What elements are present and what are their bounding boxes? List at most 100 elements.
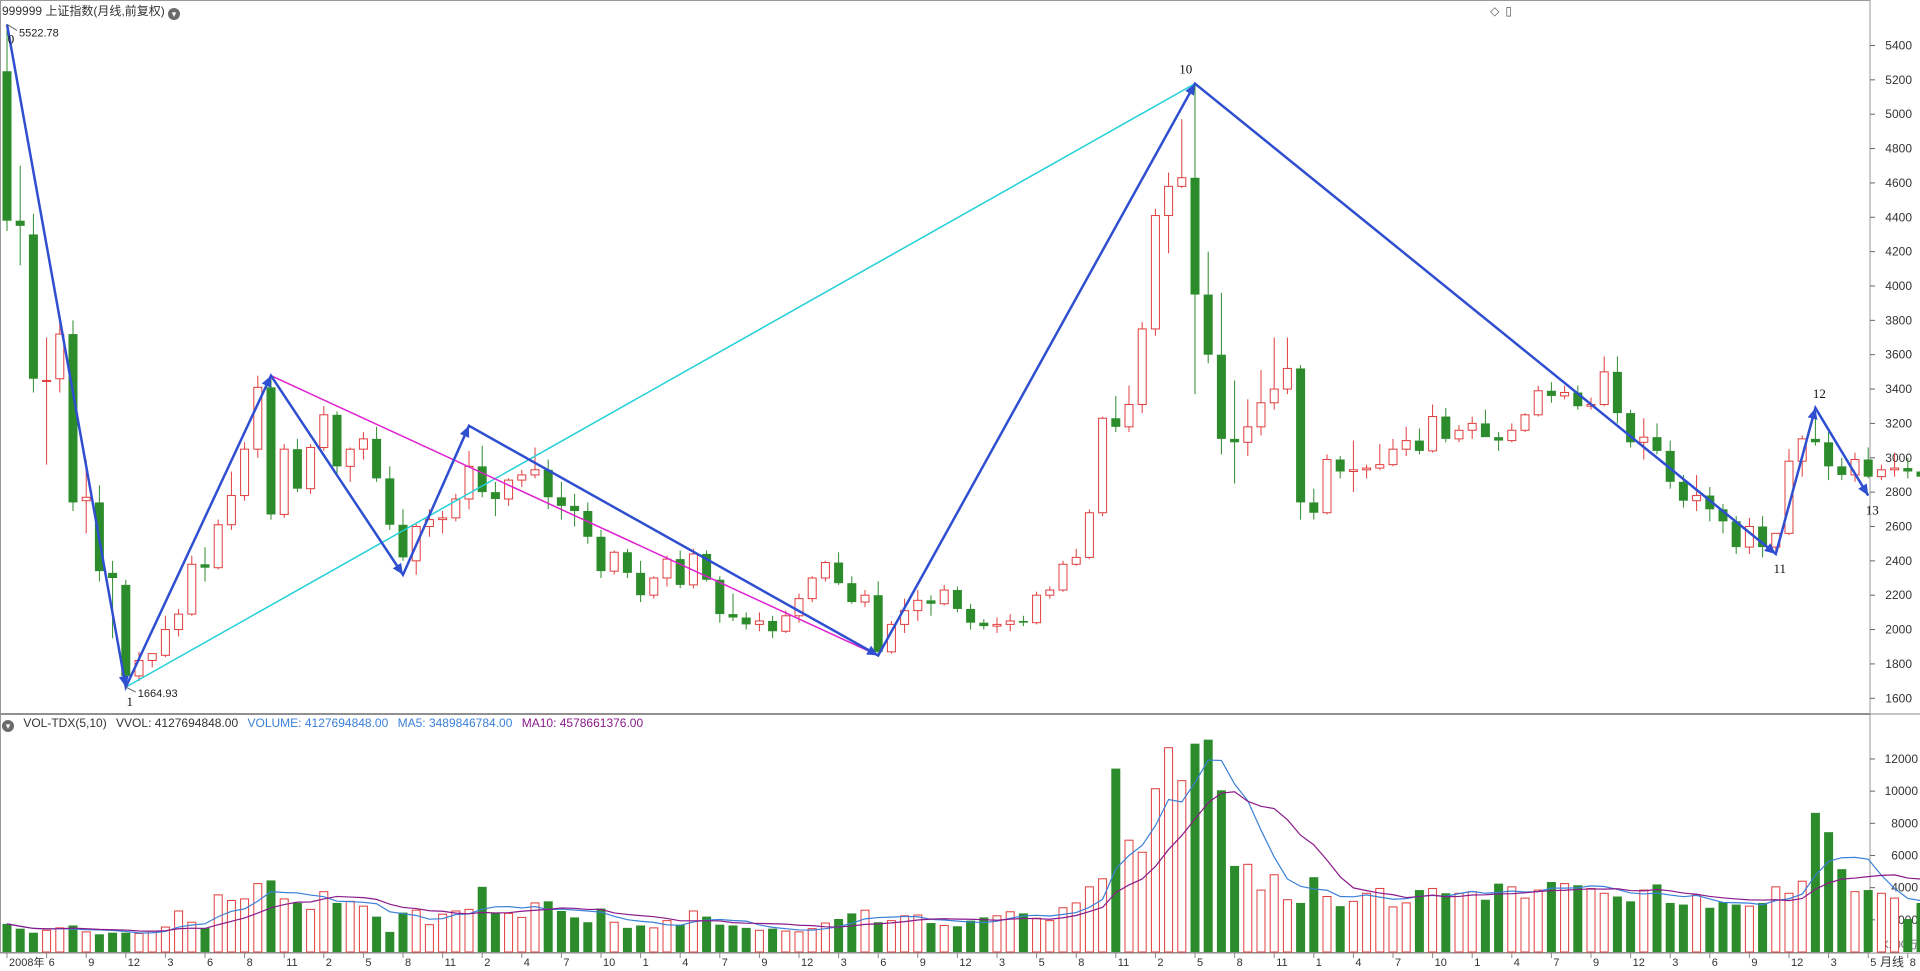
price-tick-label: 1600 xyxy=(1885,691,1912,705)
price-tick-label: 4800 xyxy=(1885,142,1912,156)
volume-bar-up xyxy=(1599,892,1609,953)
volume-bar-up xyxy=(992,915,1002,953)
wave-label: 10 xyxy=(1179,62,1192,77)
x-tick-label: 6 xyxy=(880,957,886,969)
volume-bar-up xyxy=(358,905,368,953)
volume-bar-down xyxy=(121,932,131,952)
x-tick-label: 6 xyxy=(207,957,213,969)
volume-bar-down xyxy=(332,902,342,952)
volume-bar-up xyxy=(174,910,184,953)
candle-body-down xyxy=(847,583,857,603)
volume-bar-down xyxy=(1111,768,1121,952)
x-tick-label: 4 xyxy=(1355,957,1361,969)
candle-body-down xyxy=(1705,495,1715,510)
annotation-pointer xyxy=(6,23,18,31)
x-tick-label: 3 xyxy=(1672,957,1678,969)
volume-bar-down xyxy=(292,902,302,952)
volume-bar-up xyxy=(886,920,896,953)
volume-bar-up xyxy=(1045,920,1055,953)
volume-bar-up xyxy=(451,910,461,953)
volume-bar-up xyxy=(464,908,474,953)
price-tick-label: 1800 xyxy=(1885,657,1912,671)
candle-body-up xyxy=(1639,436,1649,443)
candle-body-up xyxy=(1071,556,1081,565)
volume-bar-up xyxy=(1084,886,1094,953)
candle-body-down xyxy=(1678,481,1688,501)
volume-bar-up xyxy=(345,900,355,953)
candle-body-up xyxy=(820,562,830,579)
candle-body-up xyxy=(609,551,619,572)
volume-bar-up xyxy=(754,929,764,953)
volume-bar-up xyxy=(1428,887,1438,953)
candle-body-up xyxy=(992,623,1002,627)
volume-bar-down xyxy=(477,886,487,952)
title-dropdown-icon[interactable]: ▾ xyxy=(168,8,181,20)
candle-body-up xyxy=(345,448,355,467)
x-tick-label: 7 xyxy=(1395,957,1401,969)
candle-body-down xyxy=(1718,509,1728,522)
volume-bar-down xyxy=(1626,901,1636,952)
candle-body-up xyxy=(1177,177,1187,187)
volume-bar-down xyxy=(847,913,857,952)
candle-body-down xyxy=(1824,442,1834,467)
x-tick-label: 1 xyxy=(1316,957,1322,969)
volume-bar-up xyxy=(411,909,421,953)
candle-body-up xyxy=(1084,512,1094,558)
volume-bar-down xyxy=(728,925,738,952)
volume-bar-down xyxy=(583,922,593,952)
volume-bar-down xyxy=(1441,893,1451,952)
candle-body-down xyxy=(979,622,989,627)
x-tick-label: 3 xyxy=(999,957,1005,969)
x-tick-label: 5 xyxy=(1039,957,1045,969)
cyan-trend-line xyxy=(125,82,1196,688)
volume-bar-down xyxy=(94,934,104,952)
wave-arrowhead xyxy=(1858,483,1869,496)
candle-body-down xyxy=(1731,521,1741,548)
wave-label: 13 xyxy=(1866,503,1879,518)
price-tick-label: 4000 xyxy=(1885,279,1912,293)
volume-bar-down xyxy=(372,916,382,952)
candle-body-down xyxy=(675,559,685,585)
candle-body-down xyxy=(1494,437,1504,441)
window-icon[interactable]: ▯ xyxy=(1505,4,1512,18)
volume-bar-down xyxy=(398,912,408,952)
candle-body-up xyxy=(1876,469,1886,478)
candle-body-up xyxy=(306,446,316,490)
volume-bar-up xyxy=(1507,886,1517,953)
volume-bar-down xyxy=(1758,902,1768,952)
x-tick-label: 5 xyxy=(1197,957,1203,969)
candle-body-up xyxy=(1348,469,1358,473)
volume-dropdown-icon[interactable]: ▾ xyxy=(2,720,14,732)
volume-bar-down xyxy=(543,901,553,952)
volume-bar-up xyxy=(1639,889,1649,953)
candle-body-down xyxy=(1111,418,1121,427)
wave-arrowhead xyxy=(118,675,129,688)
volume-bar-down xyxy=(1863,890,1873,952)
volume-bar-up xyxy=(939,924,949,953)
price-tick-label: 3200 xyxy=(1885,416,1912,430)
candle-body-up xyxy=(1005,620,1015,625)
price-tick-label: 2800 xyxy=(1885,485,1912,499)
x-tick-label: 7 xyxy=(1553,957,1559,969)
candle-body-up xyxy=(226,495,236,526)
candle-body-up xyxy=(279,448,289,515)
candle-body-up xyxy=(319,414,329,448)
volume-bar-up xyxy=(794,931,804,953)
volume-bar-down xyxy=(2,923,12,952)
candle-body-down xyxy=(68,334,78,503)
volume-bar-down xyxy=(1731,904,1741,952)
x-tick-label: 6 xyxy=(49,957,55,969)
candle-body-up xyxy=(1401,440,1411,450)
volume-bar-down xyxy=(596,908,606,952)
diamond-icon[interactable]: ◇ xyxy=(1490,4,1500,18)
candle-body-down xyxy=(200,564,210,568)
volume-bar-down xyxy=(1573,885,1583,952)
candle-body-up xyxy=(358,438,368,450)
candle-body-down xyxy=(1296,368,1306,503)
volume-bar-up xyxy=(1771,886,1781,953)
candle-body-down xyxy=(1546,390,1556,396)
candle-body-up xyxy=(213,524,223,569)
volume-bar-up xyxy=(517,916,527,953)
x-tick-label: 12 xyxy=(1791,957,1803,969)
